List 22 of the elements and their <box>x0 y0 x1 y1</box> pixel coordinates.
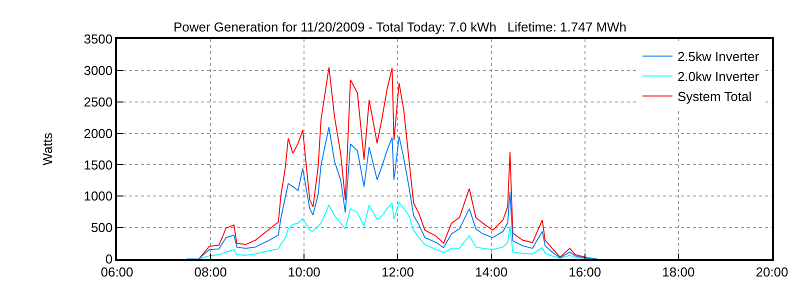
y-tick-label: 2500 <box>84 94 113 110</box>
y-tick-label: 0 <box>105 252 113 267</box>
y-tick-label: 1500 <box>84 157 113 172</box>
x-tick-label: 14:00 <box>475 264 508 280</box>
x-tick-label: 20:00 <box>756 264 788 280</box>
x-tick-label: 06:00 <box>100 264 134 280</box>
line-series <box>186 126 598 259</box>
x-tick-label: 16:00 <box>568 264 602 280</box>
x-tick-label: 12:00 <box>381 264 414 280</box>
chart-title: Power Generation for 11/20/2009 - Total Today: 7.0 kWh Lifetime: 1.747 MWh <box>173 20 627 35</box>
y-tick-label: 2000 <box>84 126 113 141</box>
y-tick-label: 1000 <box>84 188 113 204</box>
legend-label: 2.0kw Inverter <box>677 69 760 84</box>
y-tick-label: 3000 <box>84 62 113 78</box>
y-tick-label: 3500 <box>84 32 113 47</box>
y-axis-title: Watts <box>40 132 56 166</box>
x-tick-label: 10:00 <box>288 264 320 280</box>
y-tick-label: 500 <box>90 220 113 236</box>
x-tick-label: 08:00 <box>194 264 227 280</box>
legend-label: 2.5kw Inverter <box>677 49 760 64</box>
x-tick-label: 18:00 <box>662 264 695 280</box>
legend-label: System Total <box>677 89 752 104</box>
